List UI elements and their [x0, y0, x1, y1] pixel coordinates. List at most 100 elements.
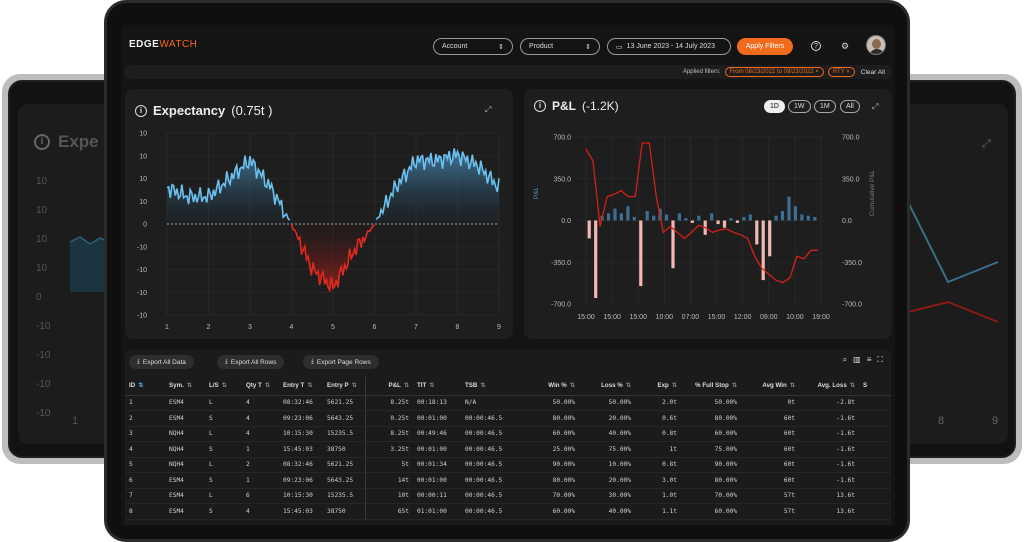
- table-row[interactable]: 6 ESM4 S 1 09:23:06 5643.25 14t 00:01:00 00:00:4…: [125, 472, 891, 489]
- pnl-bar[interactable]: [813, 216, 817, 221]
- sort-icon[interactable]: ⇅: [731, 382, 737, 390]
- table-cell: 00:00:46.5: [461, 488, 523, 504]
- period-1w-button[interactable]: 1W: [788, 100, 811, 113]
- column-header[interactable]: Win % ⇅: [523, 377, 579, 396]
- export-page-rows-button[interactable]: ⤓ Export Page Rows: [303, 355, 379, 369]
- filter-chip-rty[interactable]: RTY ×: [827, 67, 855, 77]
- period-all-button[interactable]: All: [840, 100, 860, 113]
- column-header[interactable]: P&L ⇅: [365, 377, 413, 396]
- pnl-bar[interactable]: [639, 220, 643, 287]
- pnl-bar[interactable]: [793, 206, 797, 221]
- gear-icon[interactable]: ⚙: [840, 41, 850, 51]
- pnl-bar[interactable]: [690, 220, 694, 223]
- column-header[interactable]: Sym. ⇅: [165, 377, 205, 396]
- pnl-bar[interactable]: [671, 220, 675, 269]
- avatar[interactable]: [866, 35, 886, 55]
- apply-filters-button[interactable]: Apply Filters: [737, 38, 793, 55]
- sort-icon[interactable]: ⇅: [429, 382, 435, 390]
- period-1d-button[interactable]: 1D: [764, 100, 785, 113]
- sort-icon[interactable]: ⇅: [849, 382, 855, 390]
- column-header[interactable]: Entry P ⇅: [323, 377, 366, 396]
- table-row[interactable]: 2 ESM4 S 4 09:23:06 5643.25 0.25t 00:01:00 00:00…: [125, 410, 891, 427]
- sort-icon[interactable]: ⇅: [480, 382, 486, 390]
- pnl-bar[interactable]: [697, 215, 701, 221]
- column-header[interactable]: Entry T ⇅: [279, 377, 323, 396]
- pnl-bar[interactable]: [632, 216, 636, 221]
- pnl-bar[interactable]: [664, 214, 669, 221]
- sort-icon[interactable]: ⇅: [403, 382, 409, 390]
- column-header[interactable]: Avg. Loss ⇅: [799, 377, 859, 396]
- clear-all-link[interactable]: Clear All: [860, 68, 885, 76]
- pnl-bar[interactable]: [613, 208, 617, 221]
- columns-icon[interactable]: ▥: [853, 355, 861, 364]
- expectancy-x-tick: 8: [456, 324, 460, 331]
- sort-icon[interactable]: ⇅: [569, 382, 575, 390]
- pnl-bar[interactable]: [780, 211, 785, 221]
- pnl-bar[interactable]: [645, 211, 649, 221]
- period-1m-button[interactable]: 1M: [814, 100, 836, 113]
- question-circle-icon[interactable]: ?: [811, 41, 821, 51]
- export-all-data-button[interactable]: ⤓ Export All Data: [129, 355, 194, 369]
- pnl-bar[interactable]: [710, 213, 714, 221]
- pnl-bar[interactable]: [755, 220, 759, 245]
- pnl-bar[interactable]: [735, 220, 739, 223]
- pnl-bar[interactable]: [787, 196, 791, 221]
- table-row[interactable]: 7 ESM4 L 6 10:15:30 15235.5 10t 00:00:11 00:00:4…: [125, 488, 891, 504]
- background-left-y-tick: 10: [36, 234, 48, 245]
- table-row[interactable]: 5 NQH4 L 2 08:32:46 5621.25 5t 00:01:34 00:00:46…: [125, 457, 891, 473]
- pnl-bar[interactable]: [722, 220, 727, 228]
- pnl-bar[interactable]: [606, 213, 611, 221]
- table-row[interactable]: 1 ESM4 L 4 08:32:46 5621.25 8.25t 00:18:13 N/A 50…: [125, 395, 891, 411]
- sort-icon[interactable]: ⇅: [307, 382, 313, 390]
- pnl-bar[interactable]: [677, 213, 681, 221]
- search-icon[interactable]: ⌕: [842, 355, 848, 364]
- pnl-bar[interactable]: [652, 215, 656, 221]
- expand-icon[interactable]: ⤢: [485, 105, 492, 114]
- pnl-bar[interactable]: [761, 220, 765, 281]
- sort-icon[interactable]: ⇅: [264, 382, 271, 390]
- column-header[interactable]: TIT ⇅: [413, 377, 461, 396]
- column-header[interactable]: Qty T ⇅: [242, 377, 279, 396]
- pnl-bar[interactable]: [587, 220, 591, 239]
- column-header[interactable]: TSB ⇅: [461, 377, 523, 396]
- pnl-bar[interactable]: [800, 214, 804, 221]
- column-header[interactable]: Avg Win ⇅: [741, 377, 799, 396]
- table-row[interactable]: 3 NQH4 L 4 10:15:30 15235.5 8.25t 00:49:46 00:00…: [125, 426, 891, 442]
- sort-icon[interactable]: ⇅: [138, 382, 144, 390]
- pnl-bar[interactable]: [806, 215, 810, 221]
- info-icon[interactable]: i: [135, 104, 147, 117]
- column-header[interactable]: Loss % ⇅: [579, 377, 635, 396]
- pnl-bar[interactable]: [768, 220, 772, 257]
- pnl-bar[interactable]: [774, 215, 778, 221]
- column-header[interactable]: % Full Stop ⇅: [681, 377, 741, 396]
- column-header[interactable]: Exp ⇅: [635, 377, 681, 396]
- export-all-rows-button[interactable]: ⤓ Export All Rows: [217, 355, 285, 369]
- sort-icon[interactable]: ⇅: [789, 382, 795, 390]
- column-header[interactable]: L/S ⇅: [205, 377, 242, 396]
- fullscreen-icon[interactable]: ⛶: [877, 355, 883, 364]
- filter-chip-date[interactable]: From 08/23/2022 to 09/23/2022 ×: [724, 67, 824, 77]
- sort-icon[interactable]: ⇅: [625, 382, 631, 390]
- info-icon[interactable]: i: [534, 100, 546, 112]
- pnl-bar[interactable]: [748, 214, 752, 221]
- expand-icon[interactable]: ⤢: [872, 102, 879, 111]
- sort-icon[interactable]: ⇅: [671, 382, 677, 390]
- column-header[interactable]: S: [859, 377, 891, 396]
- pnl-bar[interactable]: [594, 220, 598, 299]
- product-select[interactable]: Product ⇕: [520, 38, 600, 55]
- pnl-bar[interactable]: [626, 206, 630, 221]
- sort-icon[interactable]: ⇅: [351, 382, 357, 390]
- density-icon[interactable]: ≡: [866, 355, 872, 364]
- table-row[interactable]: 8 ESM4 S 4 15:45:03 38750 65t 01:01:00 00:00:46.…: [125, 503, 891, 520]
- column-header[interactable]: ID ⇅: [125, 377, 165, 396]
- sort-icon[interactable]: ⇅: [186, 382, 192, 390]
- pnl-bar[interactable]: [619, 213, 623, 221]
- pnl-bar[interactable]: [684, 218, 688, 221]
- sort-icon[interactable]: ⇅: [221, 382, 227, 390]
- date-range-picker[interactable]: ▭ 13 June 2023 - 14 July 2023: [607, 38, 731, 55]
- pnl-bar[interactable]: [716, 220, 720, 225]
- account-select[interactable]: Account ⇕: [433, 38, 513, 55]
- table-row[interactable]: 4 NQH4 S 1 15:45:03 38750 3.25t 00:01:00 00:00:4…: [125, 441, 891, 458]
- pnl-bar[interactable]: [729, 218, 733, 221]
- pnl-bar[interactable]: [742, 216, 746, 221]
